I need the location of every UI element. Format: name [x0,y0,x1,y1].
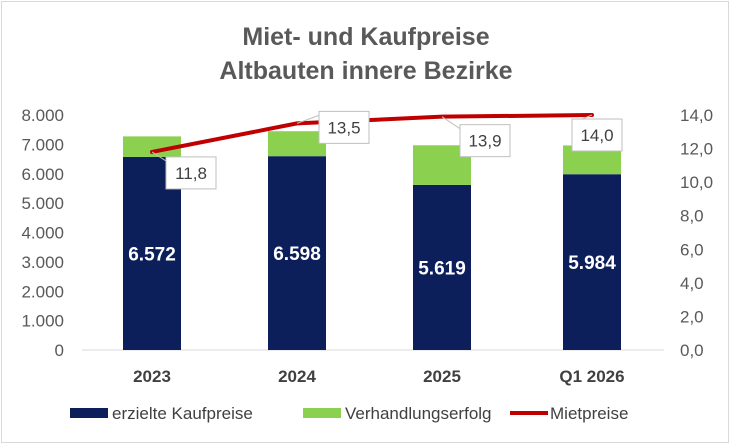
bar-verhandlungserfolg-0 [123,136,181,157]
bar-value-label: 5.619 [418,258,466,279]
bar-value-label: 5.984 [568,253,616,274]
y-right-tick-label: 12,0 [680,140,713,159]
x-category-label: 2025 [423,367,461,386]
y-right-tick-label: 2,0 [680,307,704,326]
y-left-tick-label: 3.000 [21,253,64,272]
y-left-tick-label: 5.000 [21,194,64,213]
line-value-label: 11,8 [175,164,207,183]
line-label-leader [151,151,167,162]
x-category-label: Q1 2026 [559,367,624,386]
y-left-tick-label: 7.000 [21,135,64,154]
line-value-label: 13,5 [327,118,360,137]
legend-swatch-0 [70,408,108,418]
bar-value-label: 6.572 [128,244,176,265]
y-right-tick-label: 4,0 [680,274,704,293]
legend-swatch-1 [303,408,341,418]
bar-kaufpreise-1 [268,156,326,350]
y-right-tick-label: 6,0 [680,240,704,259]
y-left-tick-label: 4.000 [21,224,64,243]
bar-kaufpreise-2 [413,184,471,350]
legend-label: erzielte Kaufpreise [112,404,253,423]
legend-label: Mietpreise [550,404,628,423]
line-label-box [165,156,217,190]
line-label-leader [296,114,320,124]
y-right-tick-label: 14,0 [680,106,713,125]
bar-kaufpreise-3 [563,174,621,350]
x-category-label: 2023 [133,367,171,386]
y-left-tick-label: 2.000 [21,282,64,301]
line-value-label: 14,0 [580,126,613,145]
line-label-leader [441,116,461,130]
line-label-box [318,110,370,144]
line-mietpreise [150,113,594,154]
y-left-tick-label: 0 [55,341,64,360]
y-right-tick-label: 10,0 [680,173,713,192]
y-left-tick-label: 6.000 [21,165,64,184]
chart-title-line-2: Altbauten innere Bezirke [219,57,512,85]
bar-verhandlungserfolg-1 [268,131,326,157]
line-label-box [571,118,623,152]
bar-value-label: 6.598 [273,244,321,265]
chart-title-line-1: Miet- und Kaufpreise [242,23,489,51]
x-category-label: 2024 [278,367,316,386]
y-left-tick-label: 8.000 [21,106,64,125]
y-right-tick-label: 8,0 [680,207,704,226]
line-value-label: 13,9 [468,132,501,151]
y-left-tick-label: 1.000 [21,312,64,331]
y-right-tick-label: 0,0 [680,341,704,360]
legend-label: Verhandlungserfolg [345,404,492,423]
line-label-box [459,124,511,158]
